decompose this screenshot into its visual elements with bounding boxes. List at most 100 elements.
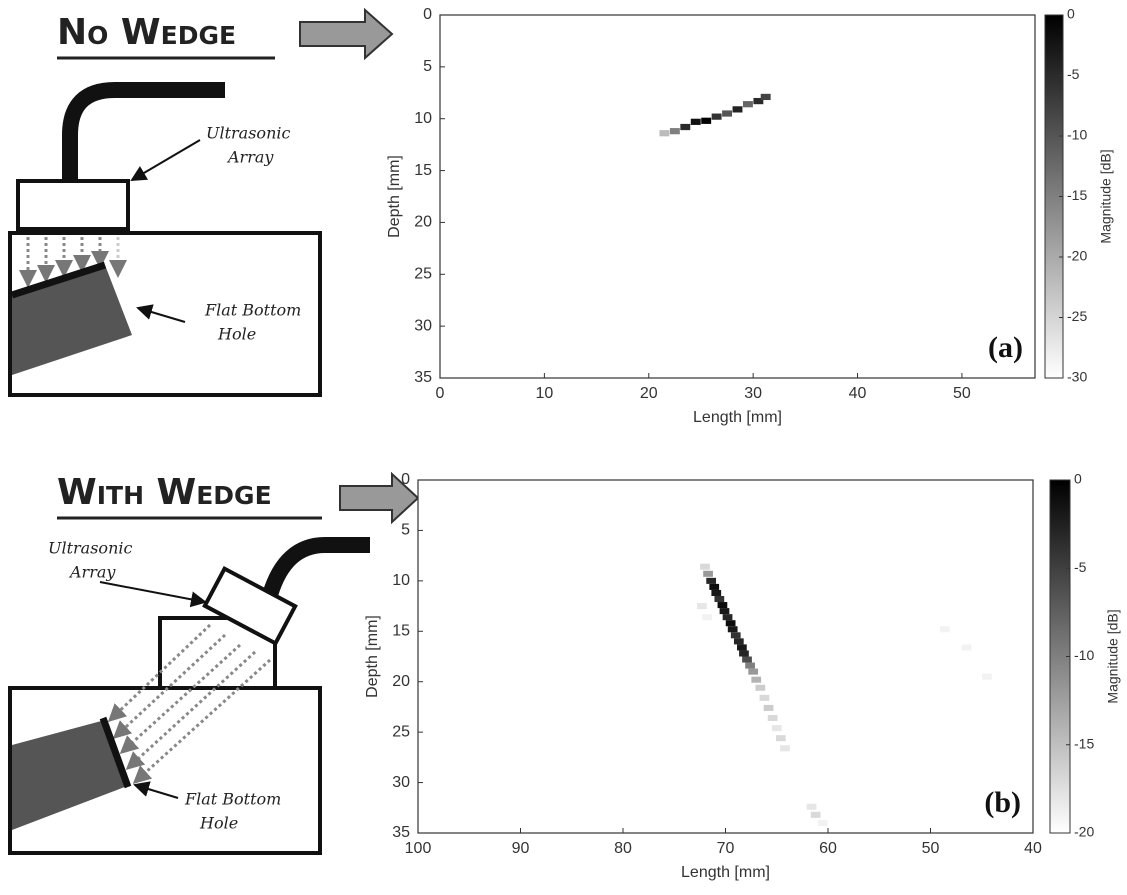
y-tick-label: 30 [392,774,410,791]
array-label: Array [68,563,116,582]
y-axis-label: Depth [mm] [364,615,381,698]
heat-cell [691,119,701,125]
array-label: Array [226,148,274,167]
y-tick-label: 5 [423,58,432,75]
colorbar-tick-label: -30 [1067,369,1087,385]
heat-cell [768,715,778,721]
x-tick-label: 10 [535,385,553,402]
heat-cell [714,596,724,602]
colorbar-tick-label: -15 [1067,187,1087,203]
heat-cell [745,663,755,669]
heat-cell [751,677,761,683]
heat-cell [776,735,786,741]
y-tick-label: 25 [414,266,432,283]
heat-cell [733,106,743,112]
heat-cell [706,578,716,584]
x-tick-label: 30 [744,385,762,402]
x-tick-label: 40 [849,385,867,402]
colorbar-tick-label: -20 [1074,824,1094,840]
heat-cell [711,590,721,596]
heat-cell [811,812,821,818]
x-tick-label: 90 [512,840,530,857]
y-tick-label: 15 [392,623,410,640]
hole-label: Flat Bottom [204,301,301,320]
y-tick-label: 0 [401,471,410,488]
colorbar-tick-label: -20 [1067,248,1087,264]
heat-cell [720,608,730,614]
colorbar-label: Magnitude [dB] [1105,609,1121,703]
heat-cell [700,564,710,570]
heat-cell [764,705,774,711]
y-tick-label: 35 [392,824,410,841]
heat-cell [670,128,680,134]
x-tick-label: 50 [922,840,940,857]
colorbar-tick-label: -5 [1074,559,1087,575]
heat-cell [780,745,790,751]
x-tick-label: 40 [1024,840,1042,857]
heat-cell [737,644,747,650]
heat-cell [755,685,765,691]
y-tick-label: 20 [392,673,410,690]
y-tick-label: 20 [414,214,432,231]
colorbar-tick-label: -10 [1074,647,1094,663]
colorbar-tick-label: 0 [1074,471,1082,487]
colorbar-tick-label: -15 [1074,735,1094,751]
colorbar-label: Magnitude [dB] [1098,149,1114,243]
diagram-no-wedge: No Wedge Ultrasonic Array Flat Bottom Ho… [10,10,392,395]
heat-cell [962,644,972,650]
array-label: Ultrasonic [48,539,132,558]
colorbar-tick-label: -10 [1067,127,1087,143]
heat-cell [723,614,733,620]
hole-label: Hole [217,325,256,344]
y-tick-label: 25 [392,723,410,740]
y-tick-label: 0 [423,6,432,23]
heat-cell [807,804,817,810]
heat-cell [701,118,711,124]
heat-cell [728,626,738,632]
heat-cell [680,124,690,130]
x-tick-label: 60 [819,840,837,857]
x-tick-label: 70 [717,840,735,857]
heat-cell [731,632,741,638]
y-tick-label: 10 [414,110,432,127]
heat-cell [940,626,950,632]
figure: No Wedge Ultrasonic Array Flat Bottom Ho… [0,0,1127,895]
heat-cell [722,110,732,116]
hole-label: Hole [199,814,238,833]
heat-cell [726,620,736,626]
diagram-title: No Wedge [57,12,236,53]
heat-cell [739,650,749,656]
heat-cell [734,638,744,644]
plot-area [440,15,1035,378]
diagram-with-wedge: With Wedge Ultrasonic Array Flat Bottom … [10,472,418,853]
colorbar-tick-label: -25 [1067,308,1087,324]
x-tick-label: 80 [614,840,632,857]
y-tick-label: 10 [392,572,410,589]
x-tick-label: 20 [640,385,658,402]
heat-cell [760,695,770,701]
panel-label: (b) [984,786,1021,819]
array-label: Ultrasonic [206,124,290,143]
colorbar-tick-label: 0 [1067,6,1075,22]
heat-cell [703,571,713,577]
y-axis-label: Depth [mm] [386,155,403,238]
x-tick-label: 50 [953,385,971,402]
y-tick-label: 15 [414,162,432,179]
heat-cell [712,114,722,120]
diagram-title: With Wedge [57,472,272,513]
colorbar-tick-label: -5 [1067,66,1080,82]
x-axis-label: Length [mm] [681,864,770,881]
heat-cell [709,584,719,590]
heat-cell [697,603,707,609]
heat-cell [742,657,752,663]
heat-cell [743,101,753,107]
y-tick-label: 5 [401,522,410,539]
x-tick-label: 0 [436,385,445,402]
heat-cell [761,94,771,100]
heat-cell [982,674,992,680]
heat-cell [702,614,712,620]
panel-label: (a) [988,331,1023,364]
y-tick-label: 35 [414,369,432,386]
heat-cell [718,602,728,608]
hole-label: Flat Bottom [184,790,281,809]
